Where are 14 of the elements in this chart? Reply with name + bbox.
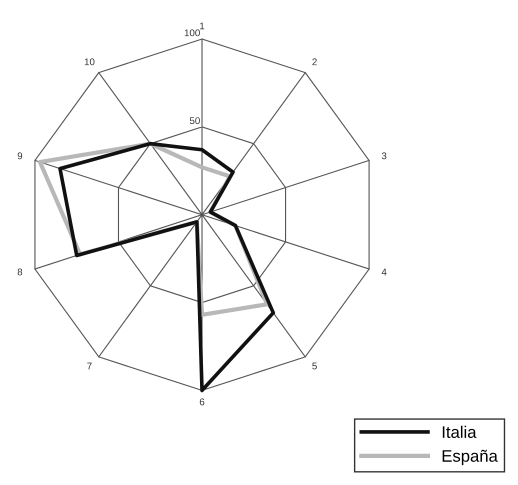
spoke-label: 5 (312, 362, 317, 370)
spoke-label: 2 (312, 58, 317, 66)
spoke-label: 6 (200, 398, 204, 406)
spoke-label: 7 (87, 362, 92, 370)
y-tick-label: 100 (184, 29, 200, 36)
spoke-label: 4 (382, 268, 387, 276)
spoke-label: 8 (18, 268, 22, 276)
legend-label: España (442, 450, 498, 466)
spoke-label: 9 (18, 152, 22, 160)
spoke-label: 3 (382, 152, 386, 160)
y-tick-label: 50 (190, 117, 200, 124)
legend-label: Italia (442, 426, 476, 438)
spoke-label: 1 (200, 22, 204, 30)
spoke-label: 10 (84, 58, 94, 66)
